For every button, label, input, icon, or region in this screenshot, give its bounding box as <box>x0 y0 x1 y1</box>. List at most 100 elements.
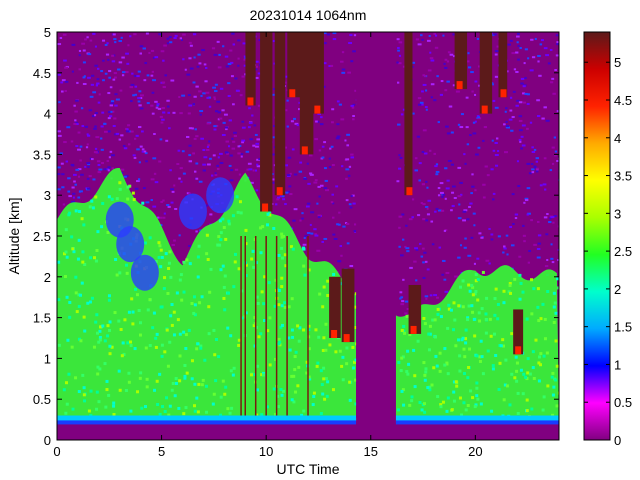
noise-speck <box>224 151 229 154</box>
noise-speck <box>179 37 183 40</box>
noise-speck <box>231 32 235 35</box>
noise-speck <box>411 112 415 115</box>
bl-speck <box>317 335 321 339</box>
bl-speck <box>153 388 157 392</box>
bl-speck <box>354 358 358 362</box>
noise-speck <box>301 217 304 220</box>
bl-speck <box>77 293 81 297</box>
noise-speck <box>82 82 87 85</box>
noise-speck <box>470 71 474 74</box>
noise-speck <box>422 247 425 250</box>
noise-speck <box>465 96 469 99</box>
bl-speck <box>75 310 79 314</box>
bl-speck <box>497 387 501 391</box>
bl-speck <box>552 320 556 324</box>
noise-speck <box>151 70 154 73</box>
noise-speck <box>113 117 117 120</box>
bl-speck <box>174 377 178 381</box>
noise-speck <box>165 139 169 142</box>
bl-speck <box>292 374 296 378</box>
bl-speck <box>530 407 534 411</box>
bl-speck <box>165 396 169 400</box>
bl-speck <box>223 308 227 312</box>
bl-speck <box>543 317 547 321</box>
bl-speck <box>237 267 241 271</box>
bl-speck <box>502 398 506 402</box>
bl-speck <box>492 332 496 336</box>
noise-speck <box>57 173 61 176</box>
bl-speck <box>556 277 559 281</box>
bl-speck <box>403 331 407 335</box>
noise-speck <box>330 201 334 204</box>
colorbar-tick-label: 4 <box>614 131 621 146</box>
noise-speck <box>457 217 462 220</box>
noise-speck <box>324 167 327 170</box>
bl-speck <box>108 344 112 348</box>
noise-speck <box>505 234 509 237</box>
bl-speck <box>446 372 450 376</box>
bl-speck <box>462 347 466 351</box>
bl-speck <box>91 206 95 210</box>
bl-speck <box>290 328 294 332</box>
noise-speck <box>256 163 259 166</box>
noise-speck <box>188 154 192 157</box>
bl-speck <box>183 363 187 367</box>
noise-speck <box>397 46 400 49</box>
noise-speck <box>60 162 64 165</box>
cloud-base <box>481 105 488 114</box>
noise-speck <box>553 136 557 139</box>
bl-speck <box>127 371 131 375</box>
noise-speck <box>409 266 413 269</box>
bl-speck <box>543 337 547 341</box>
noise-speck <box>216 164 219 167</box>
noise-speck <box>451 191 455 194</box>
noise-speck <box>107 92 111 95</box>
noise-speck <box>438 246 442 249</box>
noise-speck <box>336 123 340 126</box>
noise-speck <box>504 110 507 113</box>
noise-speck <box>188 144 192 147</box>
noise-speck <box>316 202 319 205</box>
bl-speck <box>137 308 141 312</box>
bl-speck <box>312 395 316 399</box>
noise-speck <box>237 145 240 148</box>
bl-speck <box>97 400 101 404</box>
noise-speck <box>196 65 200 68</box>
bl-speck <box>476 298 480 302</box>
noise-speck <box>513 68 517 71</box>
noise-speck <box>503 247 507 250</box>
noise-speck <box>320 116 323 119</box>
bl-speck <box>192 295 196 299</box>
bl-speck <box>538 363 542 367</box>
bl-speck <box>466 316 470 320</box>
bl-speck <box>284 264 288 268</box>
bl-speck <box>218 243 222 247</box>
bl-speck <box>485 296 489 300</box>
bl-speck <box>328 343 332 347</box>
bl-speck <box>166 291 170 295</box>
noise-speck <box>143 187 146 190</box>
noise-speck <box>237 39 241 42</box>
bl-speck <box>521 392 525 396</box>
noise-speck <box>159 115 163 118</box>
bl-speck <box>83 329 87 333</box>
noise-speck <box>81 125 85 128</box>
bl-speck <box>307 327 311 331</box>
bl-speck <box>473 405 477 409</box>
noise-speck <box>257 72 261 75</box>
noise-speck <box>337 223 341 226</box>
noise-speck <box>65 160 69 163</box>
noise-speck <box>202 149 206 152</box>
noise-speck <box>347 71 351 74</box>
noise-speck <box>192 81 196 84</box>
noise-speck <box>474 189 477 192</box>
noise-speck <box>145 201 150 204</box>
noise-speck <box>307 182 311 185</box>
bl-speck <box>126 197 130 201</box>
noise-speck <box>233 134 237 137</box>
bl-speck <box>280 276 284 280</box>
noise-speck <box>73 180 76 183</box>
noise-speck <box>192 152 196 155</box>
noise-speck <box>324 32 327 35</box>
noise-speck <box>330 64 334 67</box>
